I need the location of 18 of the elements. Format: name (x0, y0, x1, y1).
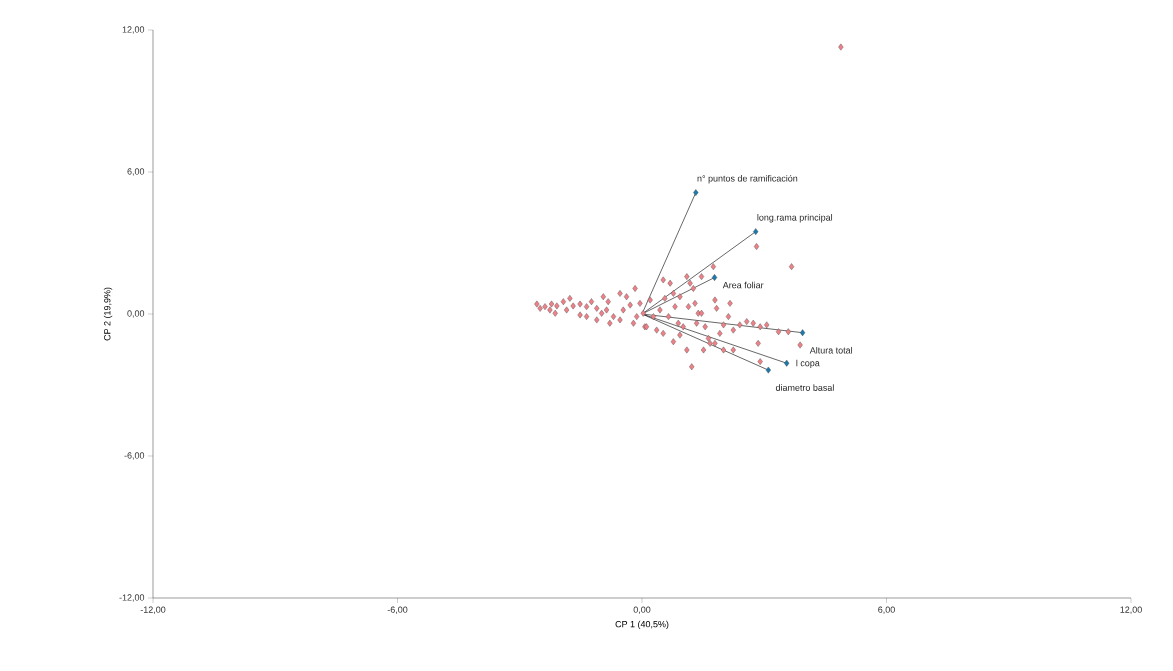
annotation: n° puntos de ramificación (697, 174, 798, 184)
annotation: long.rama principal (757, 214, 833, 223)
x-tick-label: -6,00 (387, 606, 408, 614)
y-tick-label: -12,00 (119, 594, 145, 602)
y-axis-title: CP 2 (19,9%) (103, 287, 113, 341)
annotation: Area foliar (722, 281, 764, 289)
x-tick-label: 12,00 (1120, 606, 1142, 614)
y-tick-label: 6,00 (127, 168, 145, 176)
y-tick-label: -6,00 (124, 452, 145, 460)
y-tick-label: 12,00 (122, 26, 145, 34)
x-axis-title: CP 1 (40,5%) (615, 620, 669, 630)
annotation: diametro basal (775, 384, 834, 391)
x-tick-label: -12,00 (140, 606, 166, 614)
x-tick-label: 0,00 (633, 606, 651, 614)
y-tick-label: 0,00 (127, 310, 145, 318)
annotation: l copa (796, 359, 820, 369)
x-tick-label: 6,00 (878, 606, 895, 614)
annotation: Altura total (809, 346, 853, 354)
